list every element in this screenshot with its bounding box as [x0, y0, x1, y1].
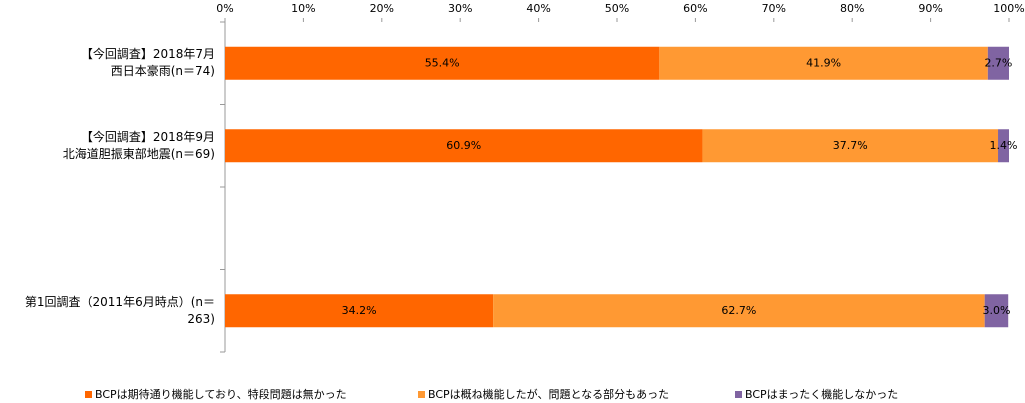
- bar-segment: [225, 46, 660, 80]
- bar-segment: [987, 46, 1009, 80]
- value-label: 60.9%: [446, 139, 481, 152]
- value-label: 62.7%: [721, 304, 756, 317]
- x-tick-label: 30%: [448, 2, 472, 15]
- legend-label: BCPは期待通り機能しており、特段問題は無かった: [95, 387, 347, 401]
- bar-segment: [225, 294, 494, 328]
- value-label: 3.0%: [982, 304, 1010, 317]
- legend-label: BCPは概ね機能したが、問題となる部分もあった: [428, 387, 669, 401]
- x-tick-label: 100%: [993, 2, 1024, 15]
- legend-swatch: [418, 391, 425, 398]
- value-label: 2.7%: [984, 56, 1012, 69]
- x-tick-label: 40%: [526, 2, 550, 15]
- legend-swatch: [735, 391, 742, 398]
- bar-segment: [493, 294, 985, 328]
- x-tick-label: 60%: [683, 2, 707, 15]
- x-tick-label: 0%: [216, 2, 233, 15]
- x-tick-label: 20%: [370, 2, 394, 15]
- bar-segment: [702, 129, 999, 163]
- value-label: 37.7%: [833, 139, 868, 152]
- value-label: 55.4%: [425, 56, 460, 69]
- value-label: 41.9%: [806, 56, 841, 69]
- y-tick-label: 第1回調査（2011年6月時点）(n＝263): [24, 294, 215, 326]
- x-tick-label: 70%: [762, 2, 786, 15]
- x-tick-label: 50%: [605, 2, 629, 15]
- y-tick-label: 【今回調査】2018年9月 北海道胆振東部地震(n＝69): [62, 129, 215, 161]
- x-tick-label: 10%: [291, 2, 315, 15]
- value-label: 1.4%: [990, 139, 1018, 152]
- bar-segment: [659, 46, 988, 80]
- x-tick-label: 90%: [918, 2, 942, 15]
- bar-segment: [225, 129, 703, 163]
- bar-segment: [998, 129, 1009, 163]
- value-label: 34.2%: [342, 304, 377, 317]
- y-tick-label: 【今回調査】2018年7月 西日本豪雨(n＝74): [80, 47, 215, 79]
- bar-segment: [984, 294, 1009, 328]
- x-tick-label: 80%: [840, 2, 864, 15]
- legend-label: BCPはまったく機能しなかった: [745, 387, 898, 401]
- legend-swatch: [85, 391, 92, 398]
